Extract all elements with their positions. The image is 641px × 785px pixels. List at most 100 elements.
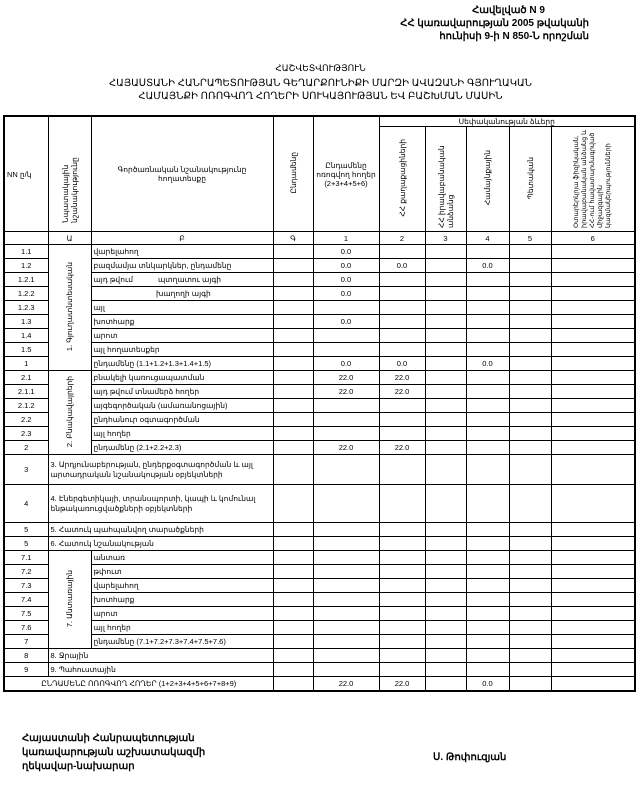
row-description: այլ հողեր [90, 426, 274, 441]
row-description: խոտհարք [90, 592, 274, 607]
value-cell [508, 606, 552, 621]
value-cell [272, 314, 314, 329]
header-citizens: ՀՀ քաղաքացիների [378, 126, 426, 232]
value-cell [508, 620, 552, 635]
value-cell [424, 564, 467, 579]
value-cell [508, 272, 552, 287]
value-cell [424, 592, 467, 607]
row-number: 2 [3, 440, 49, 455]
row-description: թփուտ [90, 564, 274, 579]
value-cell [424, 536, 467, 551]
value-cell [508, 412, 552, 427]
table-row: 2.1.1 այդ թվում տնամերձ հողեր 22.0 22.0 [3, 384, 636, 399]
value-cell [312, 564, 380, 579]
value-cell [550, 412, 636, 427]
value-cell [465, 342, 510, 357]
value-cell [312, 412, 380, 427]
signatory-name: Ս. Թոփուզյան [433, 752, 507, 763]
value-cell [424, 606, 467, 621]
table-row: 7.1 7. Անտառային անտառ [3, 550, 636, 649]
row-description: ընդամենը (7.1+7.2+7.3+7.4+7.5+7.6) [90, 634, 274, 649]
value-cell [272, 426, 314, 441]
value-cell [550, 578, 636, 593]
document-title: ՀԱՇՎԵՏՎՈՒԹՅՈՒՆ ՀԱՅԱՍՏԱՆԻ ՀԱՆՐԱՊԵՏՈՒԹՅԱՆ … [0, 62, 641, 103]
value-cell [550, 370, 636, 385]
value-cell [378, 286, 426, 301]
value-cell [312, 620, 380, 635]
row-number: 1.2 [3, 258, 49, 273]
row-description: 8. Ջրային [47, 648, 274, 663]
value-cell [424, 370, 467, 385]
value-cell [508, 244, 552, 259]
value-cell [424, 412, 467, 427]
value-cell [508, 484, 552, 523]
row-number: 1.1 [3, 244, 49, 259]
value-cell [312, 606, 380, 621]
value-cell [465, 620, 510, 635]
header-irrigated: Ընդամենը ոռոգվող հողեր (2+3+4+5+6) [312, 115, 380, 232]
value-cell [550, 440, 636, 455]
value-cell [508, 564, 552, 579]
value-cell [424, 398, 467, 413]
value-cell [378, 592, 426, 607]
row-number: 7.3 [3, 578, 49, 593]
value-cell [508, 522, 552, 537]
row-number: 7.6 [3, 620, 49, 635]
row-number: 1.3 [3, 314, 49, 329]
value-cell [465, 412, 510, 427]
value-cell [378, 550, 426, 565]
group-g2: 2. Բնակավայրերի [47, 370, 92, 455]
value-cell: 0.0 [465, 258, 510, 273]
column-index: 2 [378, 231, 426, 245]
group-label: 7. Անտառային [65, 569, 74, 628]
value-cell [378, 426, 426, 441]
table-row: 7 ընդամենը (7.1+7.2+7.3+7.4+7.5+7.6) [3, 634, 636, 649]
group-g1: 1. Գյուղատնտեսական [47, 244, 92, 371]
value-cell [465, 484, 510, 523]
value-cell [378, 454, 426, 485]
value-cell [465, 648, 510, 663]
value-cell [508, 342, 552, 357]
row-description: ընդհանուր օգտագործման [90, 412, 274, 427]
value-cell [312, 342, 380, 357]
value-cell: 0.0 [312, 272, 380, 287]
value-cell [550, 356, 636, 371]
value-cell [550, 454, 636, 485]
value-cell [550, 258, 636, 273]
row-description: բնակելի կառուցապատման [90, 370, 274, 385]
table-row: 2.2 ընդհանուր օգտագործման [3, 412, 636, 427]
header-nn: NN ը/կ [3, 115, 49, 232]
value-cell [424, 342, 467, 357]
total-row: ԸՆԴԱՄԵՆԸ ՈՌՈԳՎՈՂ ՀՈՂԵՐ (1+2+3+4+5+6+7+8+… [3, 676, 636, 692]
value-cell: 22.0 [312, 370, 380, 385]
row-description: ընդամենը (1.1+1.2+1.3+1.4+1.5) [90, 356, 274, 371]
column-index [3, 231, 49, 245]
value-cell [272, 258, 314, 273]
row-description: 3. Արդյունաբերության, ընդերքօգտագործման … [47, 454, 274, 485]
signatory-position: Հայաստանի Հանրապետության կառավարության ա… [22, 732, 205, 774]
value-cell [508, 440, 552, 455]
value-cell [424, 356, 467, 371]
value-cell [550, 536, 636, 551]
header-function: Գործառնական նշանակությունը հողատեսքը [90, 115, 274, 232]
value-cell [272, 620, 314, 635]
annex-date: հունիսի 9-ի N 850-Ն որոշման [439, 31, 589, 42]
value-cell [424, 620, 467, 635]
row-number: 8 [3, 648, 49, 663]
value-cell [272, 384, 314, 399]
value-cell [465, 454, 510, 485]
table-row: 7.6 այլ հողեր [3, 620, 636, 635]
table-row: 2 ընդամենը (2.1+2.2+2.3) 22.0 22.0 [3, 440, 636, 455]
value-cell: 0.0 [378, 258, 426, 273]
value-cell: 0.0 [312, 244, 380, 259]
table-row: 9 9. Պահուստային [3, 662, 636, 677]
value-cell [508, 258, 552, 273]
value-cell [378, 398, 426, 413]
row-description: այդ թվում տնամերձ հողեր [90, 384, 274, 399]
value-cell [272, 592, 314, 607]
value-cell [550, 328, 636, 343]
row-description: անտառ [90, 550, 274, 565]
row-description: 4. Էներգետիկայի, տրանսպորտի, կապի և կոմո… [47, 484, 274, 523]
value-cell [272, 272, 314, 287]
